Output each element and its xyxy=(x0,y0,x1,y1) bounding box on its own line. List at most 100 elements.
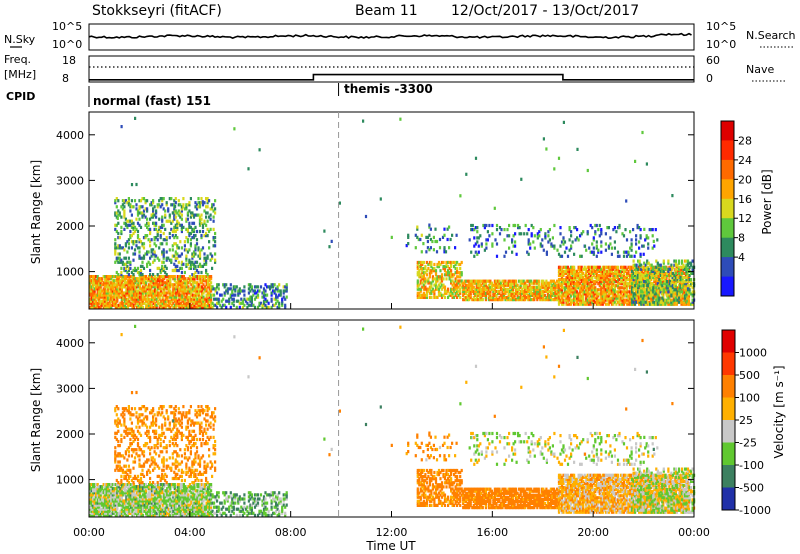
power-cell xyxy=(182,285,185,289)
power-cell xyxy=(176,264,179,268)
power-cell xyxy=(162,250,165,254)
power-cell xyxy=(434,281,438,285)
power-cell xyxy=(113,275,116,279)
power-cell xyxy=(160,299,163,303)
power-cell xyxy=(491,223,494,228)
power-cell xyxy=(600,244,603,248)
power-cell xyxy=(174,211,177,215)
power-cell xyxy=(225,299,228,303)
power-cell xyxy=(185,283,188,287)
power-cell xyxy=(125,277,128,281)
power-cell xyxy=(93,289,96,293)
power-cell xyxy=(154,281,157,285)
power-cell xyxy=(151,305,154,309)
power-cell xyxy=(129,283,132,287)
power-cell xyxy=(430,283,433,287)
power-cell xyxy=(652,286,655,290)
power-cell xyxy=(152,273,155,277)
power-cell xyxy=(201,223,205,227)
power-cell xyxy=(110,289,113,293)
power-cell xyxy=(422,293,425,297)
power-cell xyxy=(191,305,195,309)
power-cell xyxy=(434,271,438,275)
power-cell xyxy=(182,301,185,305)
power-cell xyxy=(176,244,179,248)
power-cell xyxy=(190,305,193,309)
power-cell xyxy=(162,254,165,258)
power-cell xyxy=(229,305,232,309)
power-cell xyxy=(205,197,208,201)
power-cell xyxy=(105,279,108,283)
power-cell xyxy=(139,273,143,277)
power-cell xyxy=(208,293,211,297)
power-cell xyxy=(448,275,451,279)
power-cell xyxy=(113,291,116,295)
power-cbar-tick-label: 16 xyxy=(738,193,752,206)
power-cell xyxy=(210,301,213,305)
power-cell xyxy=(459,295,462,299)
power-cell xyxy=(208,291,211,295)
power-cell xyxy=(175,295,178,299)
power-cell xyxy=(114,248,117,252)
power-cell xyxy=(235,299,238,303)
power-cell xyxy=(133,225,137,229)
power-cell xyxy=(685,275,688,280)
power-cell xyxy=(118,252,121,256)
power-cell xyxy=(428,260,431,265)
power-cell xyxy=(197,283,201,287)
power-cell xyxy=(158,287,161,291)
power-cell xyxy=(129,234,132,238)
power-cell xyxy=(275,293,278,297)
power-cell xyxy=(418,273,421,277)
power-cell xyxy=(431,239,434,244)
power-cell xyxy=(639,234,642,238)
power-cell xyxy=(258,301,261,305)
power-cell xyxy=(677,296,681,300)
power-cell xyxy=(130,225,133,229)
power-cell xyxy=(191,211,194,215)
power-cell xyxy=(205,305,208,309)
power-cell xyxy=(527,252,530,256)
power-cell xyxy=(203,301,207,305)
power-cell xyxy=(431,269,434,273)
power-cell xyxy=(273,283,276,287)
power-cell xyxy=(630,242,633,246)
power-cell xyxy=(154,293,157,297)
power-cell xyxy=(152,291,155,295)
power-cell xyxy=(217,299,220,303)
power-cell xyxy=(151,293,154,297)
power-cell xyxy=(172,291,175,295)
power-cell xyxy=(124,266,127,270)
power-cell xyxy=(105,281,108,285)
power-cell xyxy=(255,291,258,295)
power-cell xyxy=(493,206,496,210)
power-cell xyxy=(439,293,442,297)
power-cell xyxy=(158,203,161,207)
power-cell xyxy=(138,301,142,305)
power-cell xyxy=(253,291,257,295)
power-cell xyxy=(428,262,431,267)
power-cell xyxy=(539,228,542,232)
power-cell xyxy=(631,282,634,286)
power-cell xyxy=(157,291,160,295)
power-cell xyxy=(444,250,448,254)
power-cell xyxy=(168,219,171,223)
power-cell xyxy=(246,305,249,309)
power-cell xyxy=(157,275,160,279)
power-cell xyxy=(677,271,681,275)
power-cell xyxy=(136,211,140,215)
power-cell xyxy=(146,225,149,229)
power-cell xyxy=(169,295,172,299)
power-cell xyxy=(170,275,173,279)
power-cell xyxy=(194,299,198,303)
power-cell xyxy=(135,244,138,248)
power-cell xyxy=(518,226,521,230)
power-cell xyxy=(635,234,638,238)
power-cell xyxy=(229,287,232,291)
power-cell xyxy=(108,297,111,301)
power-cell xyxy=(538,234,541,238)
power-cell xyxy=(146,305,149,309)
power-cell xyxy=(504,250,508,254)
power-cell xyxy=(424,287,427,291)
power-cell xyxy=(194,252,197,256)
